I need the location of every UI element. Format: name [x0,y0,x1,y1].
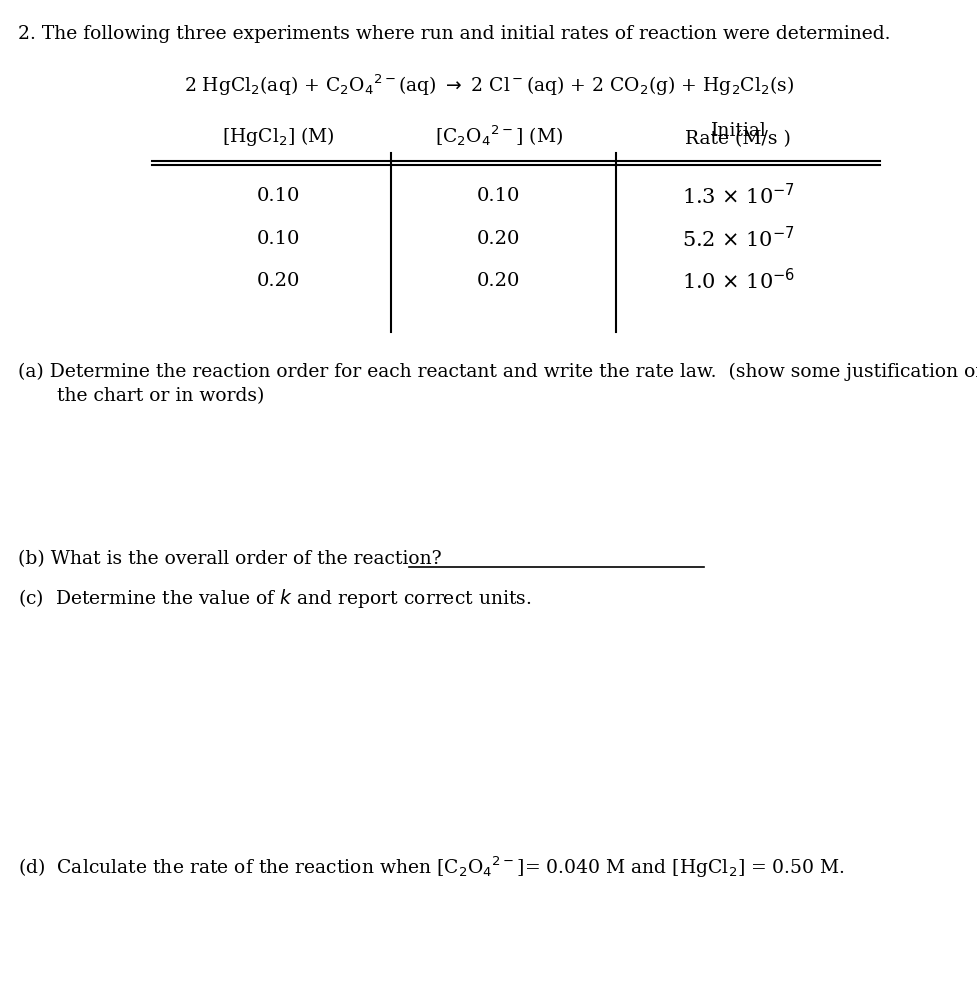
Text: 0.10: 0.10 [257,186,300,204]
Text: (a) Determine the reaction order for each reactant and write the rate law.  (sho: (a) Determine the reaction order for eac… [18,363,977,381]
Text: 1.3 $\times$ 10$^{-7}$: 1.3 $\times$ 10$^{-7}$ [681,182,794,208]
Text: (b) What is the overall order of the reaction?: (b) What is the overall order of the rea… [18,549,441,567]
Text: (d)  Calculate the rate of the reaction when [C$_2$O$_4$$^{2-}$]= 0.040 M and [H: (d) Calculate the rate of the reaction w… [18,854,844,879]
Text: Initial: Initial [709,122,766,140]
Text: the chart or in words): the chart or in words) [27,387,265,405]
Text: Rate (M/s ): Rate (M/s ) [685,130,790,148]
Text: 2 HgCl$_2$(aq) + C$_2$O$_4$$^{2-}$(aq) $\rightarrow$ 2 Cl$^-$(aq) + 2 CO$_2$(g) : 2 HgCl$_2$(aq) + C$_2$O$_4$$^{2-}$(aq) $… [184,72,793,97]
Text: 0.20: 0.20 [477,229,520,247]
Text: 2. The following three experiments where run and initial rates of reaction were : 2. The following three experiments where… [18,25,889,43]
Text: (c)  Determine the value of $k$ and report correct units.: (c) Determine the value of $k$ and repor… [18,586,531,609]
Text: 0.10: 0.10 [477,186,520,204]
Text: 5.2 $\times$ 10$^{-7}$: 5.2 $\times$ 10$^{-7}$ [681,225,794,252]
Text: 0.10: 0.10 [257,229,300,247]
Text: 0.20: 0.20 [477,272,520,290]
Text: 1.0 $\times$ 10$^{-6}$: 1.0 $\times$ 10$^{-6}$ [681,268,794,294]
Text: 0.20: 0.20 [257,272,300,290]
Text: [HgCl$_2$] (M): [HgCl$_2$] (M) [222,125,335,148]
Text: [C$_2$O$_4$$^{2-}$] (M): [C$_2$O$_4$$^{2-}$] (M) [435,123,562,148]
